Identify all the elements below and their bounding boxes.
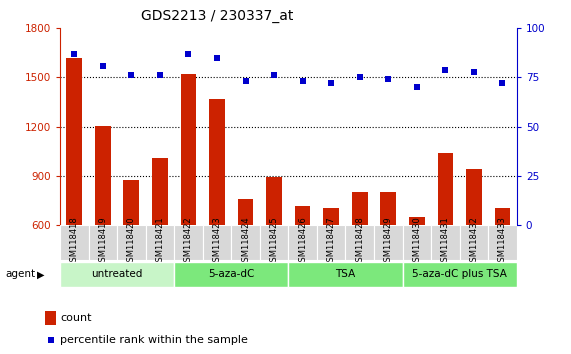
Bar — [288, 225, 317, 260]
Bar — [380, 192, 396, 225]
Bar — [352, 192, 368, 225]
Bar — [288, 28, 317, 225]
Text: GSM118428: GSM118428 — [355, 216, 364, 267]
Bar — [494, 209, 510, 225]
Text: ▶: ▶ — [37, 269, 45, 279]
Text: count: count — [60, 313, 91, 323]
Bar — [203, 28, 231, 225]
Bar — [488, 225, 517, 260]
Point — [98, 63, 107, 68]
Text: GSM118431: GSM118431 — [441, 216, 450, 267]
Text: GSM118427: GSM118427 — [327, 216, 336, 267]
Point — [498, 80, 507, 86]
Bar — [89, 225, 117, 260]
Text: GSM118422: GSM118422 — [184, 216, 193, 267]
Text: GDS2213 / 230337_at: GDS2213 / 230337_at — [141, 9, 293, 23]
Text: 5-aza-dC: 5-aza-dC — [208, 269, 255, 279]
Point — [384, 76, 393, 82]
Bar — [123, 180, 139, 225]
Point — [70, 51, 79, 57]
Bar — [238, 199, 254, 225]
Bar — [403, 225, 431, 260]
Point — [298, 79, 307, 84]
Text: percentile rank within the sample: percentile rank within the sample — [60, 335, 248, 346]
Bar — [146, 225, 174, 260]
Text: GSM118419: GSM118419 — [98, 216, 107, 267]
Bar — [60, 225, 89, 260]
Text: TSA: TSA — [335, 269, 356, 279]
Bar — [317, 225, 345, 260]
Text: GSM118423: GSM118423 — [212, 216, 222, 267]
Bar — [488, 28, 517, 225]
Bar — [174, 28, 203, 225]
Bar — [466, 169, 482, 225]
Bar — [288, 262, 403, 287]
Text: GSM118424: GSM118424 — [241, 216, 250, 267]
Bar — [231, 225, 260, 260]
Bar — [403, 28, 431, 225]
Bar — [152, 158, 168, 225]
Bar — [89, 28, 117, 225]
Text: GSM118420: GSM118420 — [127, 216, 136, 267]
Bar — [437, 153, 453, 225]
Point — [212, 55, 222, 61]
Point — [469, 69, 478, 74]
Bar — [66, 58, 82, 225]
Bar — [460, 28, 488, 225]
Bar — [209, 99, 225, 225]
Text: GSM118433: GSM118433 — [498, 216, 507, 267]
Point — [241, 79, 250, 84]
Bar — [266, 177, 282, 225]
Bar — [45, 312, 56, 325]
Point — [327, 80, 336, 86]
Point — [270, 73, 279, 78]
Point — [155, 73, 164, 78]
Bar — [345, 225, 374, 260]
Bar — [409, 217, 425, 225]
Bar — [323, 209, 339, 225]
Text: GSM118421: GSM118421 — [155, 216, 164, 267]
Text: 5-aza-dC plus TSA: 5-aza-dC plus TSA — [412, 269, 507, 279]
Bar — [345, 28, 374, 225]
Bar — [95, 126, 111, 225]
Bar — [146, 28, 174, 225]
Bar — [374, 225, 403, 260]
Point — [412, 84, 421, 90]
Text: untreated: untreated — [91, 269, 143, 279]
Text: GSM118425: GSM118425 — [270, 216, 279, 267]
Bar — [60, 28, 89, 225]
Bar — [317, 28, 345, 225]
Bar — [260, 28, 288, 225]
Bar — [60, 262, 174, 287]
Text: GSM118430: GSM118430 — [412, 216, 421, 267]
Text: agent: agent — [6, 269, 36, 279]
Point — [355, 75, 364, 80]
Point — [441, 67, 450, 73]
Text: GSM118426: GSM118426 — [298, 216, 307, 267]
Text: GSM118432: GSM118432 — [469, 216, 478, 267]
Bar — [295, 206, 311, 225]
Bar — [180, 74, 196, 225]
Bar — [117, 28, 146, 225]
Text: GSM118418: GSM118418 — [70, 216, 79, 267]
Text: GSM118429: GSM118429 — [384, 216, 393, 267]
Bar — [431, 225, 460, 260]
Bar — [374, 28, 403, 225]
Bar — [403, 262, 517, 287]
Bar — [117, 225, 146, 260]
Bar — [174, 262, 288, 287]
Bar — [431, 28, 460, 225]
Point — [184, 51, 193, 57]
Bar — [460, 225, 488, 260]
Bar — [174, 225, 203, 260]
Point — [127, 73, 136, 78]
Bar — [203, 225, 231, 260]
Point — [46, 337, 55, 343]
Bar — [260, 225, 288, 260]
Bar — [231, 28, 260, 225]
